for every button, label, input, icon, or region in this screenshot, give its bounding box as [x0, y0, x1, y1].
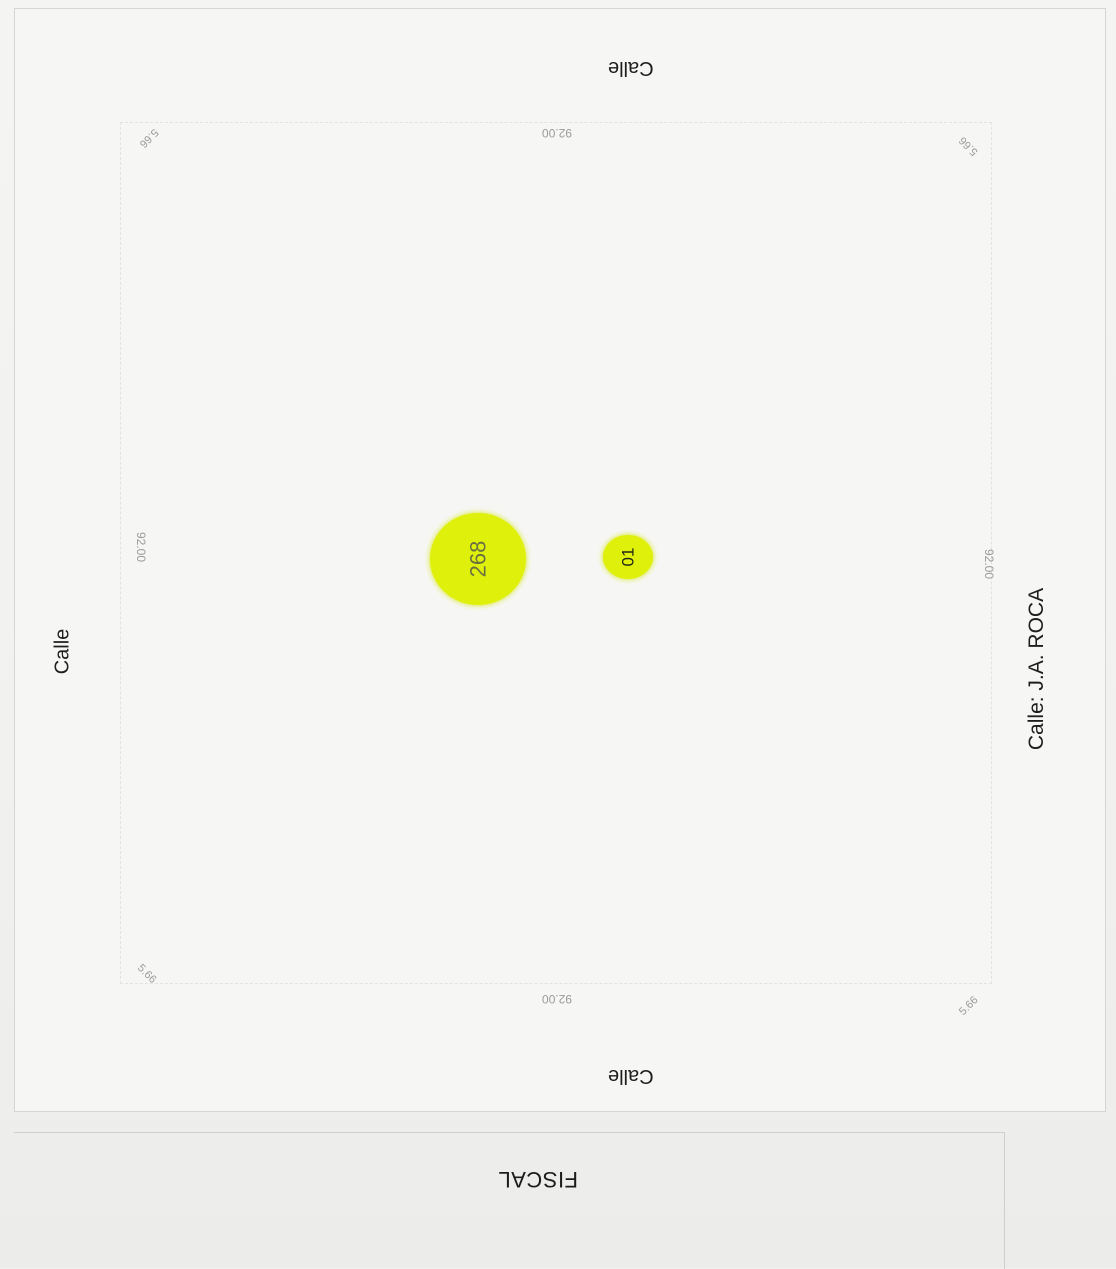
- dimension-left: 92.00: [134, 532, 148, 562]
- parcel-label-01: 01: [618, 548, 638, 567]
- dimension-bottom: 92.00: [542, 992, 572, 1006]
- dimension-right: 92.00: [982, 549, 996, 579]
- fiscal-label: FISCAL: [498, 1166, 578, 1192]
- street-label-top: Calle: [608, 56, 654, 79]
- street-label-roca: Calle: J.A. ROCA: [1025, 588, 1049, 750]
- street-label-bottom: Calle: [608, 1064, 654, 1087]
- street-label-left: Calle: [51, 629, 74, 675]
- parcel-marker-268[interactable]: 268: [430, 513, 526, 605]
- dimension-top: 92.00: [542, 126, 572, 140]
- footer-box: [14, 1132, 1005, 1269]
- parcel-marker-01[interactable]: 01: [603, 535, 653, 579]
- city-block: [120, 122, 992, 984]
- parcel-label-268: 268: [465, 541, 491, 578]
